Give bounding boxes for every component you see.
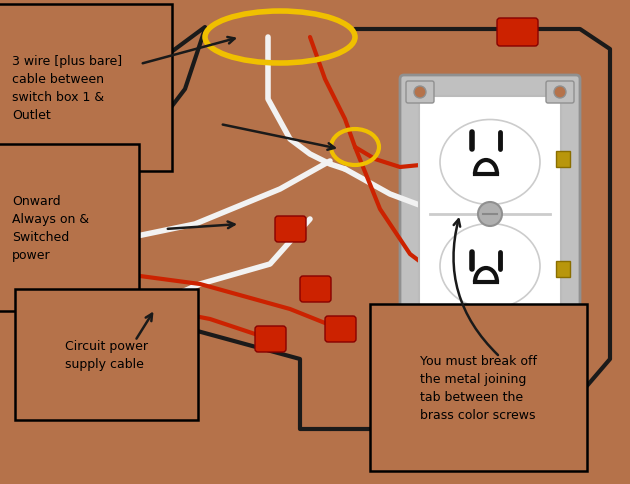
FancyBboxPatch shape (255, 326, 286, 352)
FancyBboxPatch shape (400, 76, 580, 353)
FancyBboxPatch shape (406, 82, 434, 104)
FancyBboxPatch shape (546, 329, 574, 351)
FancyBboxPatch shape (325, 317, 356, 342)
Text: 3 wire [plus bare]
cable between
switch box 1 &
Outlet: 3 wire [plus bare] cable between switch … (12, 55, 122, 122)
Bar (556, 151, 570, 167)
FancyBboxPatch shape (275, 216, 306, 242)
Ellipse shape (440, 120, 540, 205)
Text: Circuit power
supply cable: Circuit power supply cable (65, 339, 148, 370)
Text: Onward
Always on &
Switched
power: Onward Always on & Switched power (12, 195, 89, 261)
Circle shape (554, 334, 566, 346)
Circle shape (478, 203, 502, 227)
FancyBboxPatch shape (406, 329, 434, 351)
FancyBboxPatch shape (300, 276, 331, 302)
FancyBboxPatch shape (419, 97, 561, 333)
FancyBboxPatch shape (497, 19, 538, 47)
Circle shape (554, 87, 566, 99)
Text: You must break off
the metal joining
tab between the
brass color screws: You must break off the metal joining tab… (420, 354, 537, 421)
Circle shape (414, 334, 426, 346)
FancyBboxPatch shape (546, 82, 574, 104)
Bar (556, 261, 570, 277)
Ellipse shape (440, 224, 540, 309)
Circle shape (414, 87, 426, 99)
